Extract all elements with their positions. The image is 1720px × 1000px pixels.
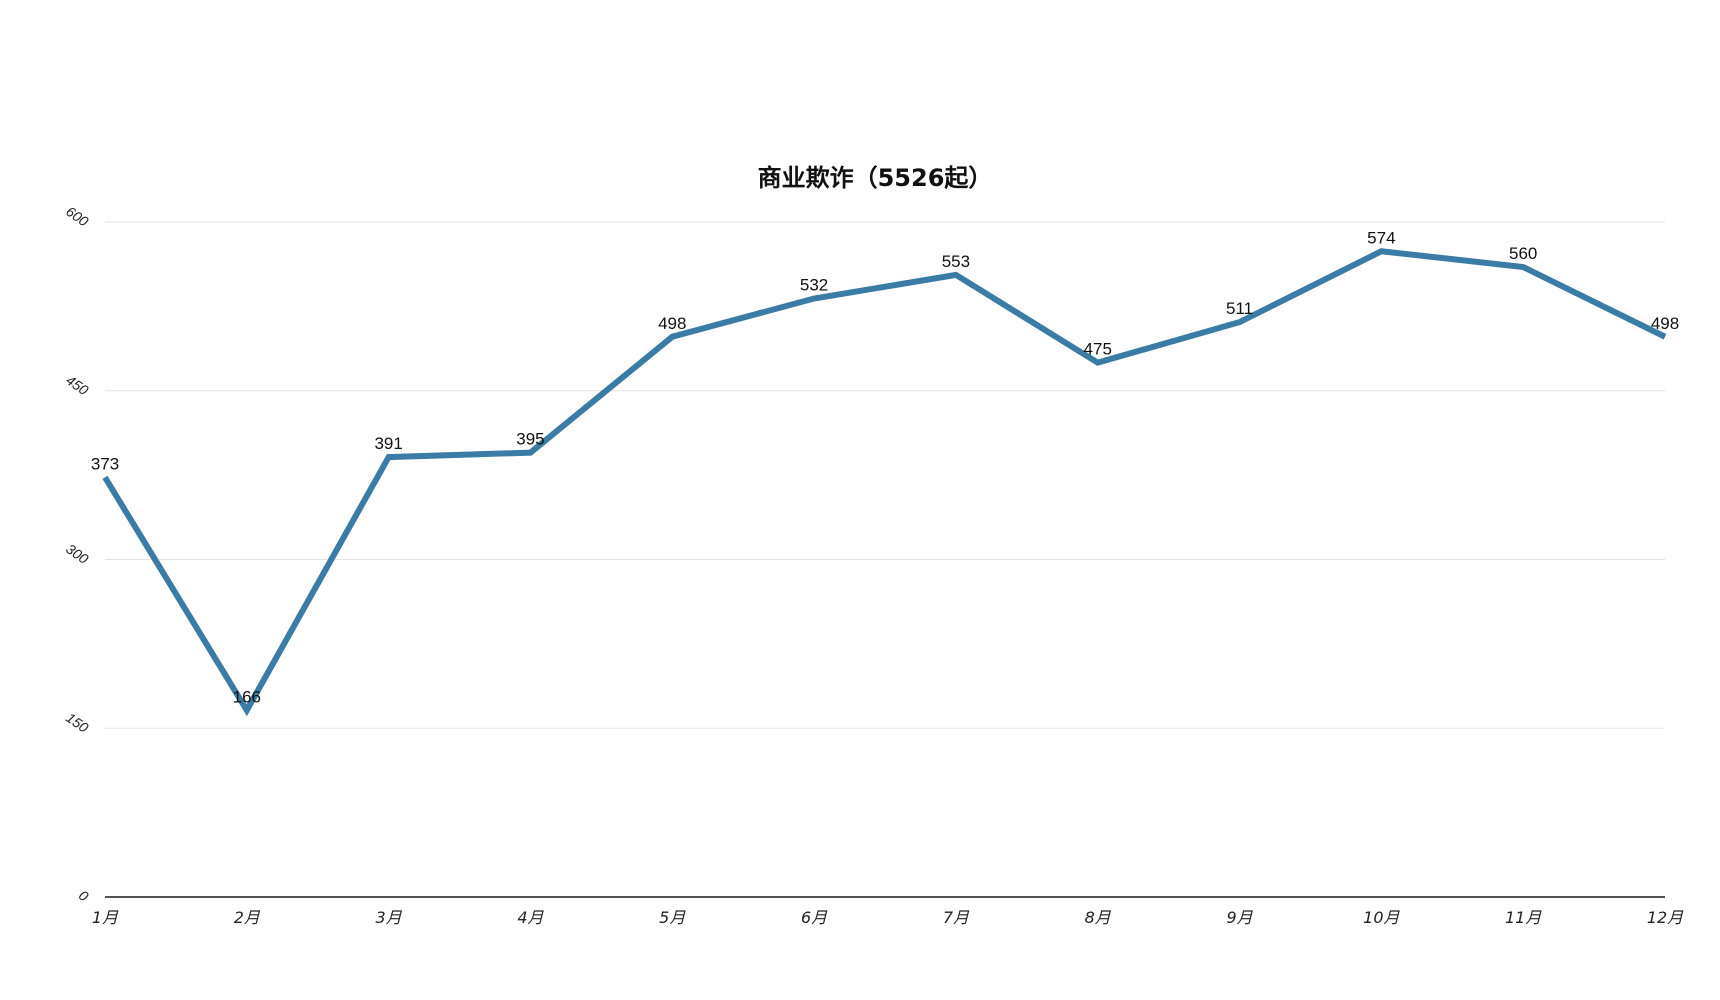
- y-tick-label: 600: [63, 203, 91, 230]
- x-tick-label: 1月: [92, 908, 119, 927]
- data-label: 511: [1226, 299, 1253, 318]
- data-label: 498: [1651, 314, 1679, 333]
- x-tick-label: 12月: [1647, 908, 1684, 927]
- y-gridlines: [105, 221, 1665, 729]
- series-line: [102, 248, 1667, 717]
- x-axis: 1月 2月 3月 4月 5月 6月 7月 8月 9月 10月 11月 12月: [92, 908, 1684, 927]
- y-axis: 0 150 300 450 600: [63, 203, 91, 905]
- series-group: [102, 248, 1667, 717]
- data-labels: 373 166 391 395 498 532 553 475 511 574 560 498: [91, 228, 1679, 706]
- x-tick-label: 4月: [517, 908, 544, 927]
- data-label: 498: [658, 314, 686, 333]
- data-label: 391: [374, 434, 402, 453]
- x-tick-label: 3月: [376, 908, 403, 927]
- x-tick-label: 5月: [659, 908, 686, 927]
- x-tick-label: 9月: [1226, 908, 1253, 927]
- x-tick-label: 10月: [1363, 908, 1400, 927]
- x-tick-label: 11月: [1505, 908, 1542, 927]
- chart-title: 商业欺诈（5526起）: [758, 164, 993, 192]
- x-tick-label: 7月: [943, 908, 970, 927]
- data-label: 166: [233, 687, 261, 706]
- data-label: 553: [942, 252, 970, 271]
- y-tick-label: 0: [76, 887, 92, 905]
- y-tick-label: 450: [63, 372, 91, 399]
- x-tick-label: 8月: [1085, 908, 1112, 927]
- x-tick-label: 6月: [801, 908, 828, 927]
- data-label: 475: [1084, 340, 1112, 359]
- data-label: 395: [516, 430, 544, 449]
- data-label: 574: [1367, 228, 1395, 247]
- data-label: 532: [800, 276, 828, 295]
- y-tick-label: 300: [63, 540, 91, 567]
- x-tick-label: 2月: [234, 908, 261, 927]
- data-label: 560: [1509, 244, 1537, 263]
- data-label: 373: [91, 454, 119, 473]
- y-tick-label: 150: [63, 709, 91, 736]
